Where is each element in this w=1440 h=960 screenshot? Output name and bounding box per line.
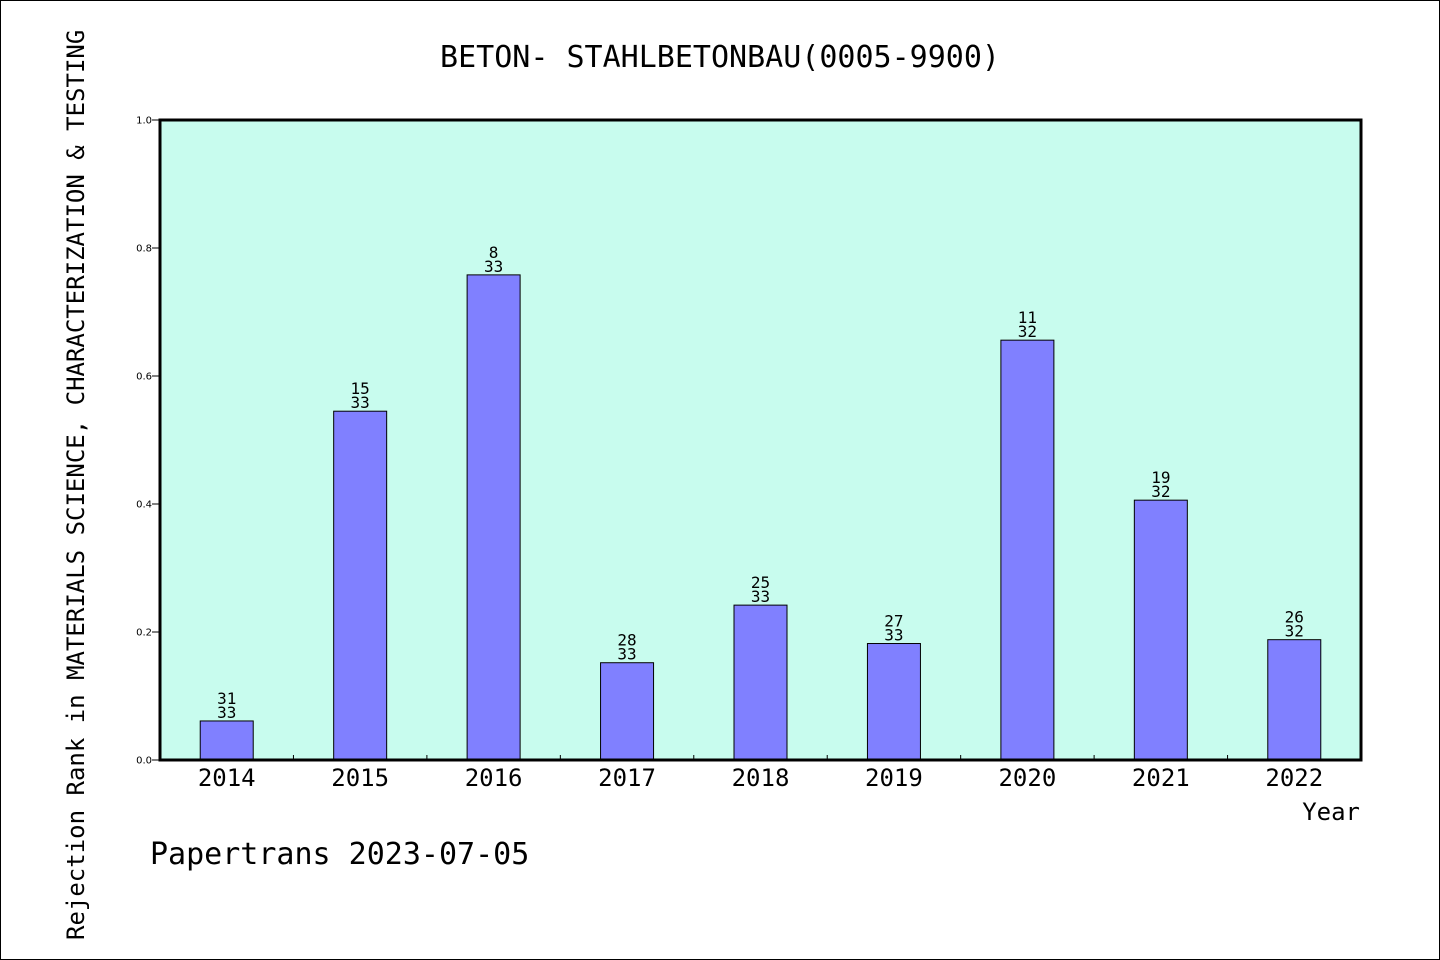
x-tick-label-2016: 2016 [465,764,523,792]
data-label-rank-2015: 15 [351,379,370,398]
y-tick-label-1.0: 1.0 [136,116,152,127]
x-tick-label-2014: 2014 [198,764,256,792]
data-label-rank-2014: 31 [217,689,236,708]
chart-title: BETON- STAHLBETONBAU(0005-9900) [440,40,1000,75]
data-label-rank-2018: 25 [751,573,770,592]
data-label-total-2017: 33 [617,645,636,664]
x-tick-label-2019: 2019 [865,764,923,792]
data-label-total-2022: 32 [1285,622,1304,641]
bar-2016 [466,274,521,761]
data-label-total-2018: 33 [751,587,770,606]
x-tick-label-2017: 2017 [598,764,656,792]
bars-group [199,274,1322,761]
bar-2019 [866,643,921,761]
data-label-total-2021: 32 [1151,482,1170,501]
bar-2018 [733,604,788,761]
bar-2015 [333,410,388,761]
data-label-total-2019: 33 [884,626,903,645]
y-tick-label-0.4: 0.4 [136,500,152,511]
bar-2014 [199,720,254,761]
x-axis-ticks: 2014 2015 2016 2017 2018 2019 2020 2021 2022 [198,755,1323,792]
x-tick-label-2022: 2022 [1265,764,1323,792]
data-label-rank-2020: 11 [1018,308,1037,327]
bar-2022 [1267,639,1322,761]
data-label-total-2014: 33 [217,703,236,722]
data-label-rank-2022: 26 [1285,608,1304,627]
x-tick-label-2015: 2015 [331,764,389,792]
x-tick-label-2018: 2018 [732,764,790,792]
bar-2021 [1133,499,1188,761]
data-label-total-2020: 32 [1018,322,1037,341]
y-axis-ticks: 0.0 0.2 0.4 0.6 0.8 1.0 [136,116,160,767]
data-label-rank-2016: 8 [489,243,499,262]
data-label-rank-2021: 19 [1151,468,1170,487]
y-tick-label-0.2: 0.2 [136,628,152,639]
data-label-rank-2019: 27 [884,612,903,631]
footer-text: Papertrans 2023-07-05 [150,837,529,872]
x-tick-label-2020: 2020 [998,764,1056,792]
data-label-rank-2017: 28 [617,631,636,650]
y-tick-label-0.8: 0.8 [136,244,152,255]
data-label-total-2015: 33 [351,393,370,412]
y-tick-label-0.6: 0.6 [136,372,152,383]
x-axis-label: Year [1302,798,1360,826]
y-axis-label: Rejection Rank in MATERIALS SCIENCE, CHA… [62,30,90,940]
data-label-total-2016: 33 [484,257,503,276]
bar-2020 [1000,339,1055,761]
plot-border [158,118,1363,762]
x-tick-label-2021: 2021 [1132,764,1190,792]
y-tick-label-0.0: 0.0 [136,756,152,767]
bar-2017 [600,662,655,761]
